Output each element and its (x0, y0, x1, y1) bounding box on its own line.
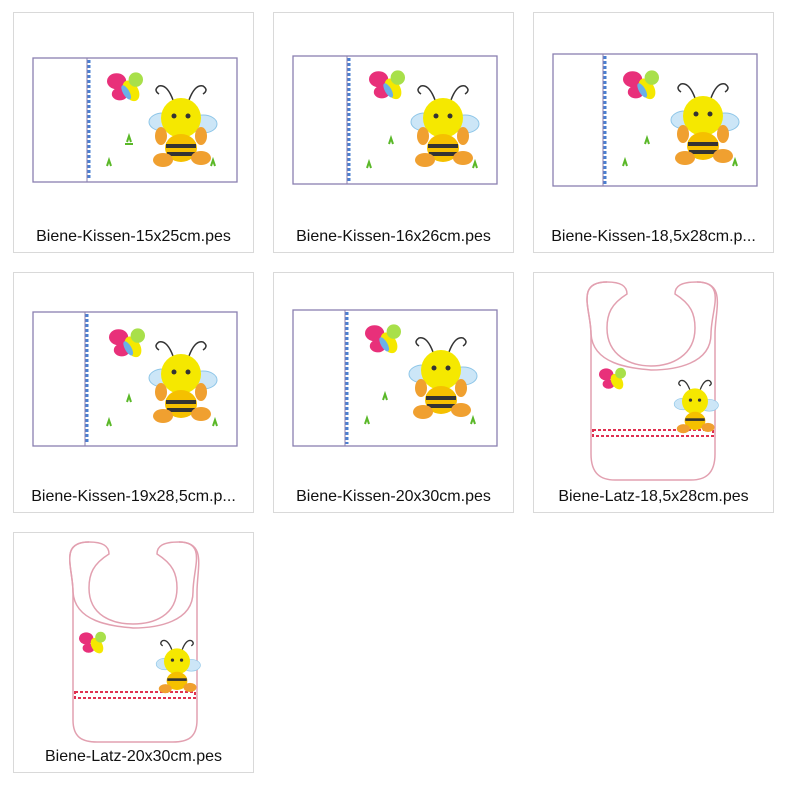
pillow-thumbnail (275, 14, 513, 224)
file-tile[interactable]: Biene-Kissen-16x26cm.pes (273, 12, 514, 253)
file-tile[interactable]: Biene-Latz-18,5x28cm.pes (533, 272, 774, 513)
pillow-thumbnail (535, 14, 773, 224)
file-name-label: Biene-Kissen-20x30cm.pes (296, 488, 491, 505)
bib-thumbnail (535, 274, 773, 484)
file-tile[interactable]: Biene-Kissen-20x30cm.pes (273, 272, 514, 513)
file-name-label: Biene-Latz-20x30cm.pes (45, 748, 222, 765)
file-tile[interactable]: Biene-Kissen-19x28,5cm.p... (13, 272, 254, 513)
file-tile[interactable]: Biene-Latz-20x30cm.pes (13, 532, 254, 773)
file-tile[interactable]: Biene-Kissen-15x25cm.pes (13, 12, 254, 253)
file-name-label: Biene-Kissen-16x26cm.pes (296, 228, 491, 245)
bib-thumbnail (15, 534, 253, 744)
pillow-thumbnail (15, 14, 253, 224)
pillow-thumbnail (15, 274, 253, 484)
file-name-label: Biene-Kissen-15x25cm.pes (36, 228, 231, 245)
file-name-label: Biene-Kissen-18,5x28cm.p... (551, 228, 756, 245)
file-tile[interactable]: Biene-Kissen-18,5x28cm.p... (533, 12, 774, 253)
file-name-label: Biene-Latz-18,5x28cm.pes (558, 488, 749, 505)
pillow-thumbnail (275, 274, 513, 484)
file-name-label: Biene-Kissen-19x28,5cm.p... (31, 488, 236, 505)
